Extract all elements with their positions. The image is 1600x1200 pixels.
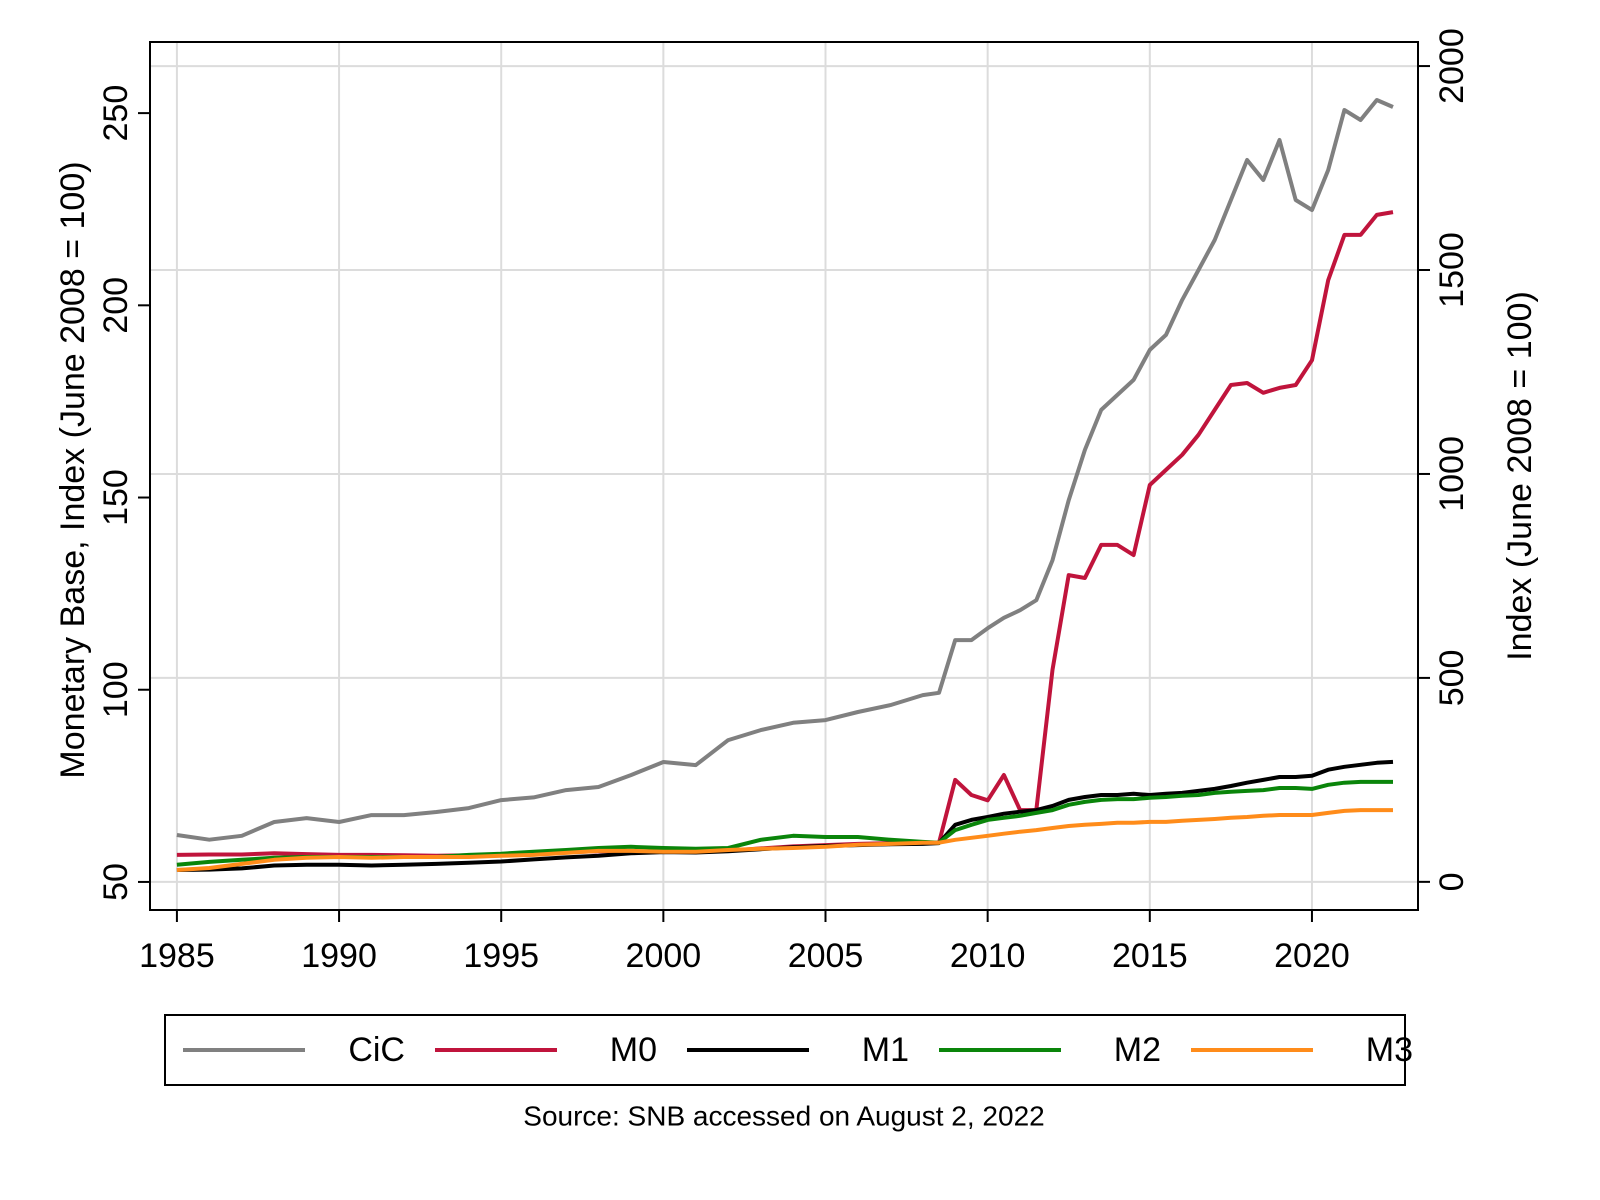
x-tick-label: 1985 (139, 937, 215, 975)
x-tick-label: 1995 (463, 937, 539, 975)
series-line (176, 808, 1393, 872)
y2-tick-label: 1000 (1433, 436, 1471, 512)
legend-label: CiC (348, 1031, 405, 1069)
y-axis-label: Monetary Base, Index (June 2008 = 100) (54, 161, 92, 778)
plot-frame (149, 41, 1419, 911)
legend-label: M1 (862, 1031, 909, 1069)
series-line (176, 98, 1394, 842)
x-tick-label: 2010 (950, 937, 1026, 975)
y-tick-label: 100 (97, 661, 135, 718)
x-tick-label: 2000 (626, 937, 702, 975)
series-line (176, 779, 1393, 867)
legend-label: M0 (610, 1031, 657, 1069)
y-tick-label: 250 (97, 85, 135, 142)
source-note: Source: SNB accessed on August 2, 2022 (523, 1100, 1044, 1131)
y2-axis-label: Index (June 2008 = 100) (1501, 291, 1539, 661)
x-tick-label: 2005 (788, 937, 864, 975)
y2-tick-label: 0 (1433, 872, 1471, 891)
y2-tick-label: 1500 (1433, 232, 1471, 308)
legend-label: M2 (1114, 1031, 1161, 1069)
y-tick-label: 50 (97, 863, 135, 901)
series-line (176, 210, 1394, 858)
series-line (176, 759, 1394, 872)
y2-tick-label: 2000 (1433, 28, 1471, 104)
legend-label: M3 (1366, 1031, 1413, 1069)
x-tick-label: 1990 (301, 937, 377, 975)
y-tick-label: 200 (97, 277, 135, 334)
x-tick-label: 2015 (1112, 937, 1188, 975)
y-tick-label: 150 (97, 469, 135, 526)
x-tick-label: 2020 (1274, 937, 1350, 975)
y2-tick-label: 500 (1433, 650, 1471, 707)
